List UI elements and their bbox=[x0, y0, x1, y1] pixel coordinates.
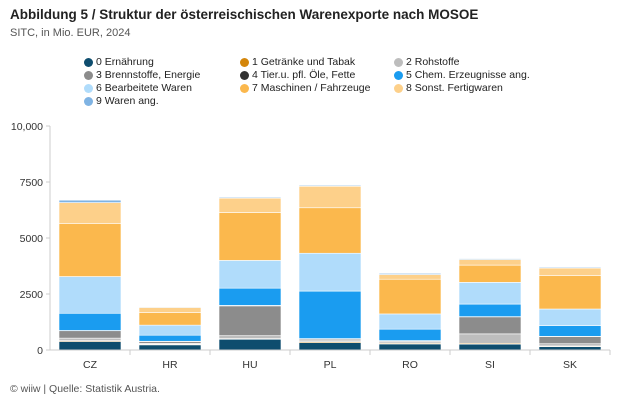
y-tick-label: 5000 bbox=[20, 233, 44, 245]
bar-segment bbox=[378, 313, 442, 330]
bar-segment bbox=[298, 185, 362, 209]
chart-title: Abbildung 5 / Struktur der österreischis… bbox=[10, 7, 479, 22]
bar-segment bbox=[458, 343, 522, 351]
legend-item: 6 Bearbeitete Waren bbox=[84, 82, 192, 94]
legend-swatch bbox=[84, 96, 93, 106]
legend-label: 5 Chem. Erzeugnisse ang. bbox=[406, 69, 530, 81]
bar-segment bbox=[538, 266, 602, 269]
legend-item: 1 Getränke und Tabak bbox=[240, 56, 355, 68]
bar-segment bbox=[58, 199, 122, 203]
bar-segment bbox=[458, 282, 522, 305]
bar-segment bbox=[458, 264, 522, 283]
bar-segment bbox=[218, 335, 282, 339]
bar-segment bbox=[538, 346, 602, 351]
bar-segment bbox=[538, 336, 602, 345]
bar-segment bbox=[378, 273, 442, 275]
legend-label: 0 Ernährung bbox=[96, 56, 154, 68]
bar-segment bbox=[218, 287, 282, 306]
bar-segment bbox=[138, 324, 202, 336]
bar-segment bbox=[458, 333, 522, 344]
legend-item: 7 Maschinen / Fahrzeuge bbox=[240, 82, 370, 94]
y-tick-label: 10,000 bbox=[11, 121, 43, 133]
legend-item: 0 Ernährung bbox=[84, 56, 154, 68]
bar-segment bbox=[58, 312, 122, 331]
bar-segment bbox=[458, 303, 522, 317]
bar-segment bbox=[298, 252, 362, 292]
bar-segment bbox=[218, 196, 282, 199]
bar-segment bbox=[298, 207, 362, 254]
chart-subtitle: SITC, in Mio. EUR, 2024 bbox=[10, 27, 131, 39]
legend-swatch bbox=[240, 83, 249, 93]
bar-segment bbox=[218, 212, 282, 261]
y-tick-label: 7500 bbox=[20, 177, 44, 189]
bar-segment bbox=[458, 259, 522, 266]
bar-segment bbox=[378, 274, 442, 280]
legend-swatch bbox=[394, 70, 403, 80]
source-note: © wiiw | Quelle: Statistik Austria. bbox=[10, 383, 160, 395]
bar-segment bbox=[218, 338, 282, 351]
bar-chart: 0 2500 5000 7500 10,000 CZ HR HU PL RO SI SK bbox=[11, 121, 611, 371]
legend-swatch bbox=[240, 57, 249, 67]
legend-label: 8 Sonst. Fertigwaren bbox=[406, 82, 503, 94]
bar-segment bbox=[58, 341, 122, 351]
bar-segment bbox=[58, 276, 122, 314]
legend-swatch bbox=[240, 70, 249, 80]
bar-segment bbox=[378, 343, 442, 351]
legend-label: 7 Maschinen / Fahrzeuge bbox=[252, 82, 371, 94]
bar-segment bbox=[58, 330, 122, 339]
bar-segment bbox=[218, 305, 282, 336]
x-tick-label: CZ bbox=[83, 359, 98, 371]
x-tick-label: RO bbox=[402, 359, 418, 371]
legend-label: 1 Getränke und Tabak bbox=[252, 56, 356, 68]
legend-swatch bbox=[394, 83, 403, 93]
bar-segment bbox=[378, 278, 442, 315]
bar-segment bbox=[138, 307, 202, 313]
x-tick-label: SK bbox=[563, 359, 577, 371]
bar-segment bbox=[138, 344, 202, 351]
bar-segment bbox=[218, 260, 282, 289]
bar-segment bbox=[378, 328, 442, 341]
legend-label: 2 Rohstoffe bbox=[406, 56, 460, 68]
bar-segment bbox=[538, 308, 602, 326]
bar-segment bbox=[138, 306, 202, 308]
bar-segment bbox=[458, 258, 522, 260]
x-tick-label: HU bbox=[242, 359, 257, 371]
bar-segment bbox=[538, 275, 602, 310]
legend-label: 9 Waren ang. bbox=[96, 95, 159, 107]
y-tick-label: 0 bbox=[37, 345, 43, 357]
bar-segment bbox=[298, 290, 362, 339]
legend-swatch bbox=[394, 57, 403, 67]
legend-swatch bbox=[84, 57, 93, 67]
bar-segment bbox=[298, 185, 362, 187]
legend-item: 5 Chem. Erzeugnisse ang. bbox=[394, 69, 530, 81]
bar-segment bbox=[218, 197, 282, 213]
legend-item: 4 Tier.u. pfl. Öle, Fette bbox=[240, 69, 355, 81]
bar-segment bbox=[538, 325, 602, 337]
bar-segment bbox=[58, 202, 122, 224]
bar-segment bbox=[58, 223, 122, 277]
y-tick-label: 2500 bbox=[20, 289, 44, 301]
bar-segment bbox=[538, 343, 602, 347]
legend-label: 3 Brennstoffe, Energie bbox=[96, 69, 201, 81]
bar-segment bbox=[138, 312, 202, 326]
x-tick-label: HR bbox=[162, 359, 178, 371]
bar-segment bbox=[58, 337, 122, 341]
x-tick-label: PL bbox=[324, 359, 337, 371]
bar-segment bbox=[138, 334, 202, 342]
x-tick-label: SI bbox=[485, 359, 495, 371]
bar-segment bbox=[538, 267, 602, 276]
legend-item: 8 Sonst. Fertigwaren bbox=[394, 82, 503, 94]
legend-label: 4 Tier.u. pfl. Öle, Fette bbox=[252, 69, 356, 81]
bar-segment bbox=[298, 342, 362, 351]
legend-label: 6 Bearbeitete Waren bbox=[96, 82, 192, 94]
legend-item: 3 Brennstoffe, Energie bbox=[84, 69, 200, 81]
legend-swatch bbox=[84, 70, 93, 80]
legend-item: 9 Waren ang. bbox=[84, 95, 159, 107]
legend-item: 2 Rohstoffe bbox=[394, 56, 460, 68]
bar-segment bbox=[458, 316, 522, 335]
legend-swatch bbox=[84, 83, 93, 93]
